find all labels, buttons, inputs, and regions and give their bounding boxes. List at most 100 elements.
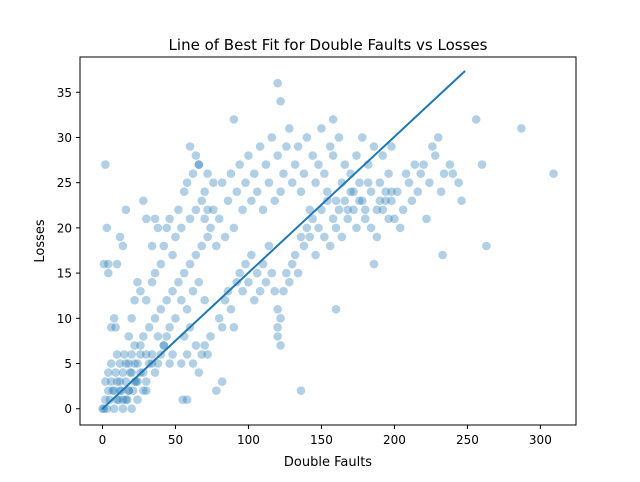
data-point: [136, 350, 145, 359]
data-point: [162, 295, 172, 305]
data-point: [448, 169, 458, 178]
data-point: [130, 295, 139, 305]
data-point: [133, 359, 142, 368]
data-point: [217, 377, 227, 386]
data-point: [419, 160, 428, 169]
data-point: [258, 205, 268, 215]
data-point: [139, 332, 148, 341]
data-point: [118, 241, 128, 251]
data-point: [127, 368, 136, 377]
data-point: [188, 286, 198, 296]
data-point: [267, 268, 277, 278]
data-point: [141, 386, 151, 395]
data-point: [220, 232, 230, 242]
data-point: [174, 277, 183, 287]
data-point: [296, 187, 306, 197]
data-point: [302, 223, 312, 233]
data-point: [194, 368, 204, 377]
data-point: [200, 341, 209, 350]
data-point: [200, 187, 209, 197]
data-point: [147, 241, 157, 251]
data-point: [325, 241, 335, 251]
data-point: [249, 169, 259, 178]
data-point: [378, 205, 388, 215]
data-point: [549, 169, 558, 178]
data-point: [244, 151, 253, 160]
data-point: [296, 232, 306, 242]
data-point: [413, 187, 423, 197]
best-fit-line: [101, 70, 466, 410]
data-point: [185, 214, 195, 224]
data-point: [331, 196, 341, 206]
data-point: [229, 223, 239, 233]
data-point: [352, 151, 361, 160]
data-point: [121, 359, 131, 368]
data-point: [112, 259, 122, 269]
data-point: [290, 160, 300, 169]
data-point: [293, 268, 303, 278]
data-point: [337, 232, 347, 242]
data-point: [182, 304, 192, 314]
data-point: [209, 178, 218, 187]
x-tick-label: 100: [237, 433, 260, 447]
plot-area-frame: [79, 56, 577, 426]
data-point: [177, 223, 186, 233]
data-point: [299, 241, 309, 251]
data-point: [127, 350, 136, 359]
data-point: [229, 115, 239, 124]
data-point: [171, 232, 180, 242]
data-point: [247, 250, 256, 260]
data-point: [130, 359, 139, 368]
x-tick-label: 50: [168, 433, 183, 447]
data-point: [352, 223, 361, 233]
data-point: [287, 178, 297, 187]
data-point: [223, 196, 233, 206]
data-point: [111, 323, 120, 332]
data-point: [197, 241, 207, 251]
data-point: [290, 250, 300, 260]
data-point: [235, 160, 244, 169]
y-tick-label: 10: [57, 312, 72, 326]
data-point: [124, 386, 134, 395]
data-point: [252, 187, 262, 197]
data-point: [165, 214, 174, 224]
data-point: [343, 214, 353, 224]
data-point: [390, 214, 399, 224]
data-point: [360, 205, 370, 215]
chart-title: Line of Best Fit for Double Faults vs Lo…: [169, 36, 488, 54]
data-point: [340, 196, 350, 206]
data-point: [387, 187, 396, 197]
x-tick-label: 0: [99, 433, 107, 447]
data-point: [203, 232, 212, 242]
data-point: [141, 295, 151, 305]
data-point: [360, 214, 370, 224]
data-point: [410, 160, 420, 169]
data-point: [179, 187, 189, 197]
data-point: [433, 133, 443, 142]
data-point: [235, 268, 244, 278]
data-point: [118, 368, 128, 377]
data-point: [299, 169, 309, 178]
data-point: [302, 133, 312, 142]
data-point: [372, 205, 382, 215]
data-point: [156, 304, 166, 314]
data-point: [293, 142, 303, 151]
data-point: [191, 205, 201, 215]
data-point: [296, 386, 306, 395]
data-point: [194, 160, 204, 169]
x-tick-label: 200: [383, 433, 406, 447]
data-point: [214, 214, 224, 224]
data-point: [127, 314, 136, 323]
data-point: [311, 178, 320, 187]
data-point: [428, 142, 437, 151]
data-point: [104, 368, 113, 377]
data-point: [203, 205, 212, 215]
data-point: [125, 368, 135, 377]
data-point: [273, 304, 282, 314]
data-point: [118, 395, 128, 404]
data-point: [102, 223, 112, 233]
data-point: [185, 142, 195, 151]
data-point: [349, 187, 358, 197]
data-point: [185, 259, 195, 269]
data-point: [112, 350, 122, 359]
